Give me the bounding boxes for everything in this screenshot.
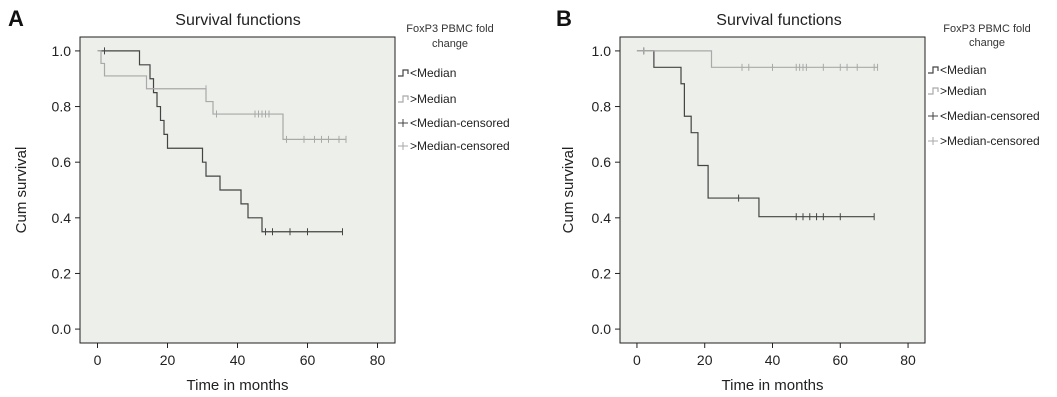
legend-label: >Median	[410, 92, 456, 106]
chart-title: Survival functions	[175, 12, 300, 29]
legend-entry: >Median	[928, 84, 986, 98]
legend-entry: <Median-censored	[398, 116, 510, 130]
x-tick-label: 40	[765, 352, 781, 368]
chart-panel-b: B Survival functions 0 20 40 60 80 0.0 0.2 0.4 0.6…	[556, 6, 1040, 394]
y-axis-label: Cum survival	[13, 147, 30, 234]
legend: FoxP3 PBMC fold change <Median >Median <Medi…	[398, 23, 510, 153]
chart-panel-a: A Survival functions 0 20 40 60 80 0.0 0.2 0.4 0.6…	[8, 6, 510, 394]
legend-entry: <Median	[398, 66, 456, 80]
x-tick-label: 60	[300, 352, 316, 368]
legend-swatch	[928, 66, 939, 74]
y-tick-label: 0.0	[592, 321, 612, 337]
legend-entry: <Median-censored	[928, 109, 1040, 123]
legend-label: <Median	[940, 63, 986, 77]
series-below-median	[636, 47, 875, 221]
survival-step-line	[636, 50, 875, 218]
x-tick-label: 20	[697, 352, 713, 368]
series-above-median	[97, 50, 347, 143]
x-axis-label: Time in months	[722, 377, 824, 394]
y-tick-label: 1.0	[592, 43, 612, 59]
y-tick-label: 0.0	[52, 321, 72, 337]
legend-label: >Median-censored	[940, 134, 1040, 148]
panel-letter: B	[556, 6, 572, 31]
survival-step-line	[97, 50, 343, 233]
legend-label: >Median	[940, 84, 986, 98]
legend-label: <Median-censored	[940, 109, 1040, 123]
x-tick-label: 40	[230, 352, 246, 368]
legend-label: <Median-censored	[410, 116, 510, 130]
panel-letter: A	[8, 6, 24, 31]
y-tick-label: 0.4	[52, 210, 72, 226]
legend-title: FoxP3 PBMC fold	[406, 23, 493, 35]
legend-swatch	[398, 69, 409, 77]
y-tick-label: 0.8	[52, 99, 72, 115]
y-tick-label: 0.6	[52, 154, 72, 170]
x-tick-label: 0	[633, 352, 641, 368]
legend-title: FoxP3 PBMC fold	[943, 23, 1030, 35]
y-tick-label: 0.2	[592, 265, 612, 281]
legend-label: >Median-censored	[410, 139, 510, 153]
legend-label: <Median	[410, 66, 456, 80]
y-tick-label: 0.2	[52, 265, 72, 281]
legend-entry: >Median	[398, 92, 456, 106]
x-axis-label: Time in months	[187, 377, 289, 394]
y-tick-label: 0.4	[592, 210, 612, 226]
series-below-median	[97, 47, 343, 236]
x-tick-label: 0	[94, 352, 102, 368]
legend-swatch	[928, 87, 939, 95]
legend-entry: >Median-censored	[398, 139, 510, 153]
legend-entry: >Median-censored	[928, 134, 1040, 148]
legend-entry: <Median	[928, 63, 986, 77]
y-axis-label: Cum survival	[560, 147, 577, 234]
x-tick-label: 80	[370, 352, 386, 368]
y-tick-label: 0.8	[592, 99, 612, 115]
x-tick-label: 60	[832, 352, 848, 368]
series-above-median	[636, 47, 879, 71]
y-tick-label: 0.6	[592, 154, 612, 170]
survival-step-line	[636, 50, 878, 68]
survival-step-line	[97, 50, 346, 140]
legend-swatch	[398, 95, 409, 103]
y-tick-label: 1.0	[52, 43, 72, 59]
x-tick-label: 80	[900, 352, 916, 368]
plot-area	[619, 36, 926, 344]
x-tick-label: 20	[160, 352, 176, 368]
legend-title: change	[969, 37, 1005, 49]
legend-title: change	[432, 38, 468, 50]
legend: FoxP3 PBMC fold change <Median >Median <Medi…	[928, 23, 1040, 148]
chart-title: Survival functions	[716, 12, 841, 29]
